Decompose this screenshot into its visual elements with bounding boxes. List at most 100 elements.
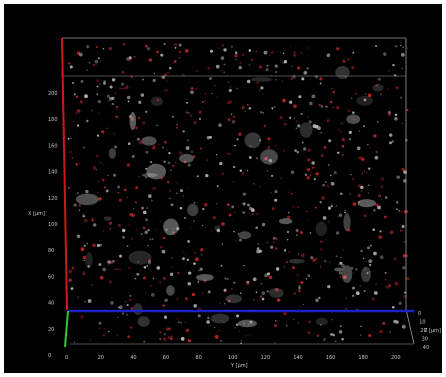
speckle — [182, 339, 184, 341]
speckle — [284, 248, 287, 251]
speckle — [197, 280, 200, 282]
speckle — [86, 119, 89, 123]
speckle — [402, 266, 406, 270]
speckle — [373, 291, 378, 295]
speckle — [388, 232, 390, 234]
speckle — [112, 132, 115, 135]
speckle — [148, 58, 153, 62]
speckle — [128, 114, 132, 119]
gray-blob — [343, 213, 351, 232]
speckle — [196, 175, 199, 178]
speckle — [187, 112, 190, 115]
speckle — [191, 150, 193, 152]
gray-blob — [146, 163, 166, 180]
speckle — [280, 177, 282, 179]
gray-blob — [179, 153, 194, 163]
speckle — [348, 138, 352, 141]
speckle — [95, 46, 98, 48]
speckle — [107, 174, 109, 176]
speckle — [164, 89, 166, 91]
speckle — [128, 298, 132, 302]
speckle — [321, 154, 324, 157]
gray-blob — [361, 266, 371, 283]
speckle — [329, 174, 332, 177]
y-tick-label: 200 — [391, 355, 401, 361]
speckle — [296, 234, 298, 236]
speckle — [315, 172, 319, 176]
speckle — [91, 109, 93, 112]
speckle — [327, 164, 330, 166]
speckle — [175, 161, 177, 164]
speckle — [355, 268, 358, 271]
speckle — [253, 183, 255, 185]
speckle — [126, 245, 129, 248]
speckle — [275, 288, 279, 292]
3d-render-viewport[interactable]: 0 20 40 60 80 100 120 140 160 180 200 X [µm] 0 20 40… — [4, 4, 442, 373]
speckle — [124, 300, 127, 303]
x-tick-label: 100 — [48, 222, 58, 228]
speckle — [78, 203, 81, 207]
speckle — [141, 206, 144, 210]
speckle — [215, 64, 220, 69]
speckle — [150, 161, 153, 164]
speckle — [394, 281, 399, 286]
speckle — [349, 193, 351, 195]
speckle — [335, 231, 340, 235]
speckle — [174, 47, 177, 49]
speckle — [288, 250, 291, 253]
speckle — [314, 75, 318, 79]
speckle — [273, 241, 275, 243]
speckle — [252, 277, 257, 282]
speckle — [264, 273, 268, 278]
y-tick-label: 20 — [98, 355, 104, 361]
speckle — [320, 105, 324, 108]
speckle — [117, 185, 121, 189]
speckle — [284, 123, 287, 126]
speckle — [298, 284, 301, 287]
speckle — [242, 202, 246, 206]
speckle — [344, 209, 346, 212]
speckle — [207, 66, 210, 70]
speckle — [187, 139, 189, 142]
speckle — [369, 263, 372, 267]
speckle — [291, 266, 296, 270]
speckle — [376, 121, 379, 123]
speckle — [87, 299, 92, 303]
speckle — [165, 228, 168, 232]
speckle — [190, 227, 193, 230]
gray-blob — [163, 218, 179, 236]
speckle — [117, 316, 119, 318]
speckle — [347, 58, 350, 61]
speckle — [241, 53, 244, 56]
speckle — [364, 269, 367, 271]
speckle — [290, 77, 293, 80]
speckle — [236, 314, 240, 318]
speckle — [115, 106, 119, 109]
speckle — [297, 322, 299, 324]
speckle — [76, 234, 81, 239]
x-tick-label: 0 — [48, 353, 51, 359]
speckle — [246, 281, 250, 285]
speckle — [167, 71, 169, 74]
speckle — [116, 335, 119, 337]
speckle — [332, 333, 335, 337]
speckle — [269, 55, 271, 57]
speckle — [308, 277, 310, 280]
speckle — [336, 105, 340, 110]
speckle — [112, 259, 115, 263]
speckle — [331, 319, 333, 321]
speckle — [68, 62, 71, 65]
speckle — [241, 171, 245, 175]
gray-blob — [356, 95, 374, 106]
speckle — [218, 329, 220, 332]
y-tick-label: 40 — [130, 355, 136, 361]
speckle — [170, 169, 172, 171]
speckle — [344, 211, 347, 214]
speckle — [177, 272, 180, 275]
bounding-box — [61, 37, 415, 345]
speckle — [239, 169, 242, 172]
speckle — [350, 97, 353, 100]
speckle — [297, 137, 299, 139]
gray-blob — [315, 221, 327, 237]
